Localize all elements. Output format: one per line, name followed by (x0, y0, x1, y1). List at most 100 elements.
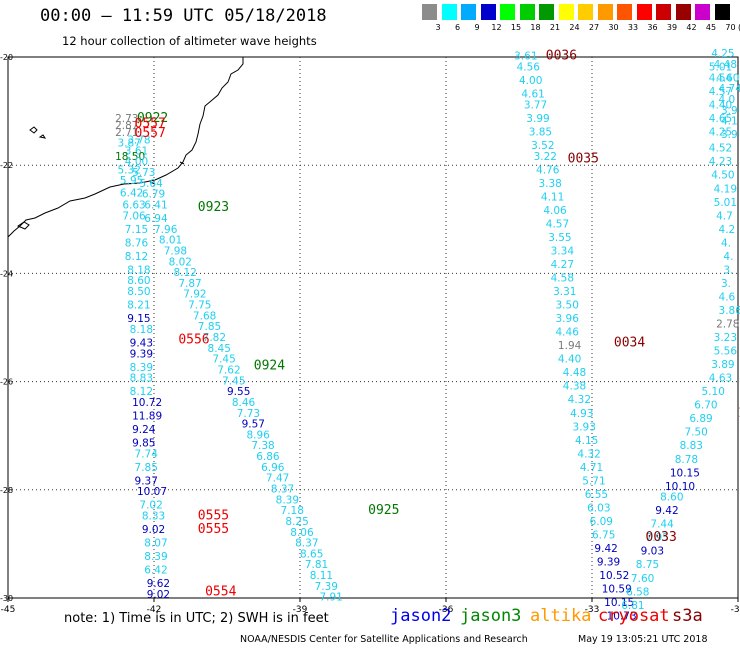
swh-value: 8.01 (159, 235, 182, 247)
swh-value: 4.23 (709, 156, 732, 168)
swh-value: 6.89 (689, 413, 712, 425)
swh-value: 4.61 (521, 89, 544, 101)
swh-value: 8.45 (208, 343, 231, 355)
swh-value: 8.39 (144, 551, 167, 563)
legend-swatch-45 (695, 4, 710, 20)
map-frame (7, 56, 739, 599)
legend-swatch-12 (480, 4, 496, 20)
swh-value: 7.91 (319, 592, 342, 604)
swh-value: 8.06 (290, 527, 314, 539)
swh-value: 8.33 (142, 511, 165, 523)
x-tick-label: -42 (147, 605, 162, 615)
swh-value: 7.68 (193, 310, 216, 322)
swh-value: 3.89 (711, 359, 734, 371)
swh-value: 6.63 (122, 199, 145, 211)
legend-label-30: 30 (608, 23, 619, 32)
swh-value: 6.86 (256, 451, 280, 463)
swh-value: 6.70 (694, 400, 717, 412)
swh-value: 4.57 (709, 86, 732, 98)
satellite-jason3: jason3 (460, 606, 522, 626)
y-tick-label: -28 (0, 486, 13, 495)
swh-value: 9.15 (127, 313, 150, 325)
legend-swatch-39 (656, 4, 671, 20)
pass-time-label: 0557 (135, 126, 166, 141)
swh-value: 6.94 (144, 213, 168, 225)
swh-value: 8.83 (680, 440, 703, 452)
legend-swatch-15 (500, 4, 515, 20)
swh-value: 8.12 (173, 267, 196, 279)
legend-swatch-9 (461, 4, 476, 20)
swh-value: 3.96 (556, 313, 580, 325)
swh-value: 10.72 (132, 397, 162, 409)
swh-value: 6.41 (144, 199, 167, 211)
swh-value: 9.02 (147, 589, 170, 601)
swh-value: 4.00 (125, 156, 148, 168)
swh-value: 9.43 (130, 337, 153, 349)
swh-value: 2.73 (115, 113, 138, 125)
y-tick-label: -20 (0, 53, 13, 62)
swh-value: 4.15 (575, 435, 598, 447)
swh-value: 3. (721, 278, 731, 290)
swh-value: 7.98 (164, 245, 187, 257)
swh-value: 4. (721, 237, 731, 249)
swh-value: 4.50 (711, 170, 734, 182)
swh-value: 5.56 (714, 346, 738, 358)
swh-value: 8.18 (130, 324, 153, 336)
swh-value: 7.75 (188, 300, 211, 312)
pass-time-label: 0555 (198, 509, 229, 524)
swh-value: 4.27 (551, 259, 574, 271)
swh-value: 6.79 (142, 189, 165, 201)
legend-label-36: 36 (647, 23, 658, 32)
swh-value: 8.21 (127, 300, 150, 312)
swh-value: 5.10 (702, 386, 725, 398)
swh-value: 8.78 (675, 454, 698, 466)
swh-value: 9.42 (594, 543, 617, 555)
swh-value: 4.54 (709, 72, 733, 84)
legend-label-3: 3 (435, 23, 441, 32)
swh-value: 3.78 (127, 135, 150, 147)
swh-value: 3.85 (529, 126, 552, 138)
swh-value: 4.2 (719, 224, 736, 236)
pass-time-label: 0035 (568, 151, 599, 166)
swh-value: 8.65 (300, 548, 323, 560)
swh-value: 8.83 (130, 373, 153, 385)
swh-value: 9.42 (655, 505, 678, 517)
swh-value: 8.46 (232, 397, 256, 409)
swh-value: 8.37 (271, 484, 294, 496)
swh-value: 3.87 (118, 137, 141, 149)
swh-value: 7.73 (237, 408, 260, 420)
legend-swatch-70 (714, 4, 730, 20)
pass-time-label: 0924 (254, 359, 285, 374)
swh-value: 2.87 (115, 120, 138, 132)
pass-time-label: 0922 (137, 111, 168, 126)
x-tick-label: -30 (731, 605, 740, 615)
swh-value: 4.38 (563, 381, 586, 393)
swh-value: 5.32 (118, 164, 141, 176)
legend-swatch-42 (675, 4, 691, 20)
swh-value: 7.85 (198, 321, 221, 333)
swh-value: 4.06 (543, 205, 567, 217)
swh-value: 10.73 (607, 611, 637, 623)
swh-value: 4.1 (721, 116, 738, 128)
legend-swatch-3 (422, 4, 437, 20)
coast-islands (16, 126, 185, 230)
legend-swatch-24 (558, 4, 574, 20)
swh-value: 8.11 (310, 570, 333, 582)
swh-value: 4.48 (563, 367, 586, 379)
y-tick-label: -22 (0, 161, 13, 170)
units-note: note: 1) Time is in UTC; 2) SWH is in fe… (64, 611, 329, 626)
swh-value: 3.9 (721, 129, 738, 141)
legend-label-6: 6 (454, 23, 461, 32)
swh-value: 3.22 (534, 151, 557, 163)
swh-value: 4.60 (716, 72, 739, 84)
generated-timestamp: May 19 13:05:21 UTC 2018 (578, 634, 708, 645)
swh-value: 11.89 (132, 410, 162, 422)
swh-value: 3.50 (556, 300, 579, 312)
swh-value: 6.81 (621, 600, 644, 612)
swh-value: 8.18 (127, 264, 150, 276)
legend-label-15: 15 (510, 23, 522, 32)
swh-value: 7.81 (305, 559, 328, 571)
swh-value: 8.75 (636, 559, 659, 571)
pass-time-label: 0923 (198, 200, 229, 215)
swh-value: 7.82 (203, 332, 226, 344)
